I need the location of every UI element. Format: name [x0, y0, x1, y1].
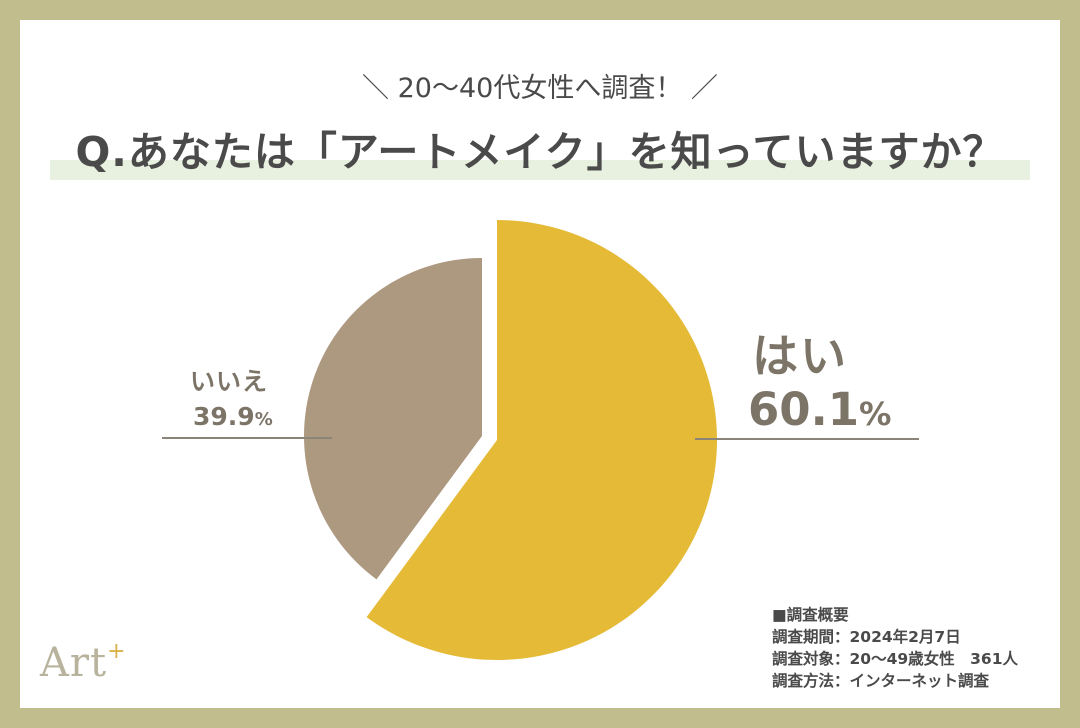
label-yes-name: はい [752, 329, 848, 383]
pie-slice-no [304, 258, 482, 580]
summary-heading: ■調査概要 [772, 606, 849, 624]
label-no-unit: % [254, 409, 273, 430]
title-highlight-bar [50, 160, 1030, 180]
subtitle: ＼ 20〜40代女性へ調査！ ／ [362, 73, 718, 104]
leader-line-yes [695, 438, 919, 440]
label-yes-unit: % [859, 395, 892, 433]
logo-text: Art [40, 640, 108, 686]
summary-line-method: 調査方法：インターネット調査 [772, 672, 990, 690]
logo-plus: + [107, 638, 127, 664]
chart-title: Q.あなたは「アートメイク」を知っていますか？ [75, 128, 1005, 176]
pie-slice-yes [366, 220, 717, 660]
survey-summary: ■調査概要 調査期間：2024年2月7日 調査対象：20〜49歳女性 361人 … [772, 604, 1018, 692]
label-no-number: 39.9 [193, 402, 255, 431]
label-yes-value: 60.1% [748, 383, 892, 436]
summary-line-target: 調査対象：20〜49歳女性 361人 [772, 650, 1018, 668]
leader-line-no [162, 437, 332, 439]
summary-line-period: 調査期間：2024年2月7日 [772, 628, 961, 646]
label-no-name: いいえ [190, 367, 269, 396]
brand-logo: Art+ [40, 638, 127, 686]
label-yes-number: 60.1 [748, 383, 860, 436]
label-no-value: 39.9% [193, 402, 273, 431]
